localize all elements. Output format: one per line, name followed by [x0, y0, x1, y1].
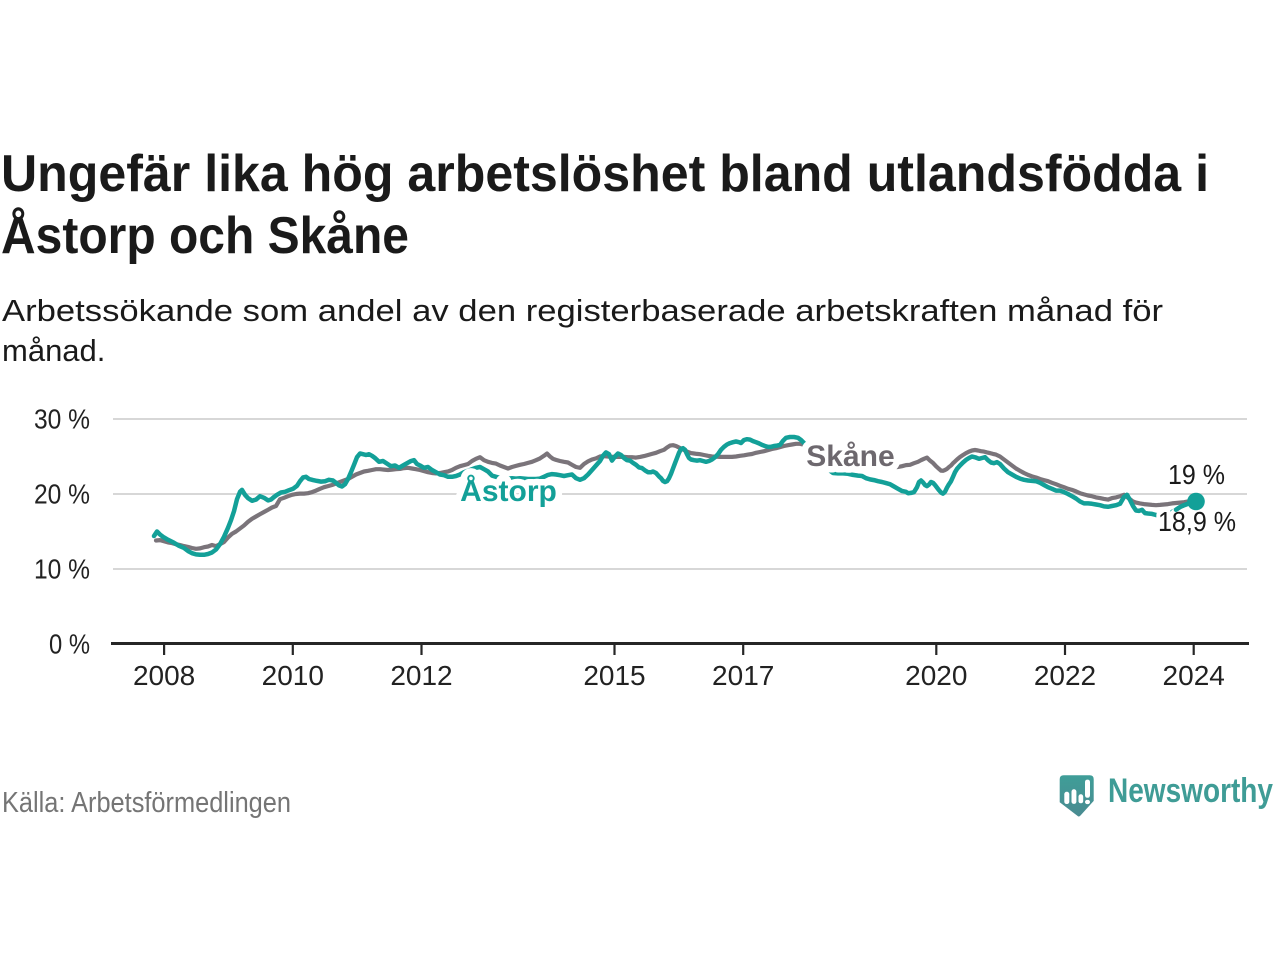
svg-text:20 %: 20 % [34, 479, 90, 510]
svg-text:2017: 2017 [712, 660, 774, 691]
svg-text:19 %: 19 % [1168, 459, 1225, 490]
svg-text:Ungefär lika hög arbetslöshet: Ungefär lika hög arbetslöshet bland utla… [1, 145, 1209, 203]
svg-text:Newsworthy: Newsworthy [1108, 772, 1273, 810]
svg-text:månad.: månad. [2, 333, 105, 368]
svg-text:10 %: 10 % [34, 554, 90, 585]
svg-text:2024: 2024 [1163, 660, 1225, 691]
svg-text:Åstorp: Åstorp [460, 475, 557, 508]
svg-text:0 %: 0 % [49, 629, 90, 660]
svg-text:Källa: Arbetsförmedlingen: Källa: Arbetsförmedlingen [2, 787, 291, 819]
svg-text:Åstorp och Skåne: Åstorp och Skåne [1, 207, 409, 265]
svg-text:30 %: 30 % [34, 404, 90, 435]
svg-text:2015: 2015 [583, 660, 645, 691]
svg-text:2008: 2008 [133, 660, 195, 691]
svg-text:18,9 %: 18,9 % [1158, 506, 1236, 537]
svg-text:2010: 2010 [262, 660, 324, 691]
svg-text:2020: 2020 [905, 660, 967, 691]
svg-text:2022: 2022 [1034, 660, 1096, 691]
svg-text:2012: 2012 [390, 660, 452, 691]
svg-text:Arbetssökande som andel av den: Arbetssökande som andel av den registerb… [2, 293, 1163, 328]
svg-text:Skåne: Skåne [806, 440, 894, 473]
